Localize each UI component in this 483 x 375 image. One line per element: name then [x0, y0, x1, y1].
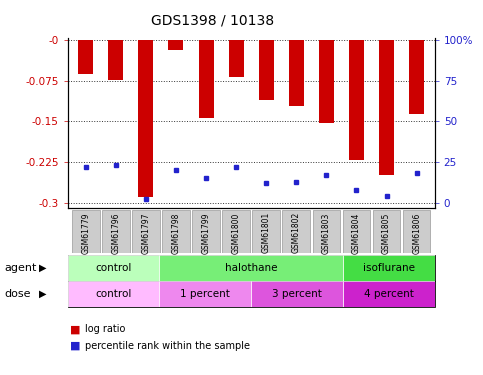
Bar — [313, 210, 340, 253]
Bar — [159, 281, 251, 307]
Bar — [409, 40, 424, 114]
Bar — [379, 40, 394, 174]
Text: GDS1398 / 10138: GDS1398 / 10138 — [151, 13, 274, 27]
Bar — [349, 40, 364, 160]
Bar — [251, 281, 343, 307]
Bar — [319, 40, 334, 123]
Text: GSM61803: GSM61803 — [322, 212, 331, 254]
Bar — [138, 40, 154, 197]
Text: ▶: ▶ — [39, 263, 46, 273]
Text: GSM61799: GSM61799 — [201, 212, 211, 254]
Text: ■: ■ — [70, 341, 81, 351]
Bar — [192, 210, 220, 253]
Bar — [132, 210, 160, 253]
Bar — [343, 281, 435, 307]
Text: GSM61806: GSM61806 — [412, 212, 421, 254]
Text: percentile rank within the sample: percentile rank within the sample — [85, 341, 250, 351]
Bar — [373, 210, 400, 253]
Bar — [342, 210, 370, 253]
Bar — [78, 40, 93, 74]
Text: dose: dose — [5, 289, 31, 299]
Text: GSM61805: GSM61805 — [382, 212, 391, 254]
Bar — [102, 210, 129, 253]
Bar — [108, 40, 123, 80]
Text: isoflurane: isoflurane — [363, 263, 415, 273]
Bar — [252, 210, 280, 253]
Bar — [222, 210, 250, 253]
Bar — [228, 40, 243, 77]
Bar — [72, 210, 99, 253]
Text: 4 percent: 4 percent — [364, 289, 414, 299]
Text: GSM61796: GSM61796 — [111, 212, 120, 254]
Text: control: control — [95, 263, 132, 273]
Text: log ratio: log ratio — [85, 324, 125, 334]
Bar — [169, 40, 184, 50]
Bar — [68, 255, 159, 280]
Text: 3 percent: 3 percent — [272, 289, 322, 299]
Text: ■: ■ — [70, 324, 81, 334]
Bar — [159, 255, 343, 280]
Text: GSM61801: GSM61801 — [262, 212, 270, 254]
Text: GSM61798: GSM61798 — [171, 212, 181, 254]
Text: agent: agent — [5, 263, 37, 273]
Text: ▶: ▶ — [39, 289, 46, 299]
Bar — [289, 40, 304, 106]
Text: GSM61800: GSM61800 — [232, 212, 241, 254]
Text: GSM61797: GSM61797 — [142, 212, 150, 254]
Text: GSM61804: GSM61804 — [352, 212, 361, 254]
Bar — [403, 210, 430, 253]
Bar — [68, 281, 159, 307]
Bar — [283, 210, 310, 253]
Bar — [199, 40, 213, 118]
Text: 1 percent: 1 percent — [180, 289, 230, 299]
Text: control: control — [95, 289, 132, 299]
Text: GSM61779: GSM61779 — [81, 212, 90, 254]
Text: halothane: halothane — [225, 263, 277, 273]
Text: GSM61802: GSM61802 — [292, 212, 301, 254]
Bar — [343, 255, 435, 280]
Bar — [162, 210, 190, 253]
Bar — [259, 40, 274, 100]
